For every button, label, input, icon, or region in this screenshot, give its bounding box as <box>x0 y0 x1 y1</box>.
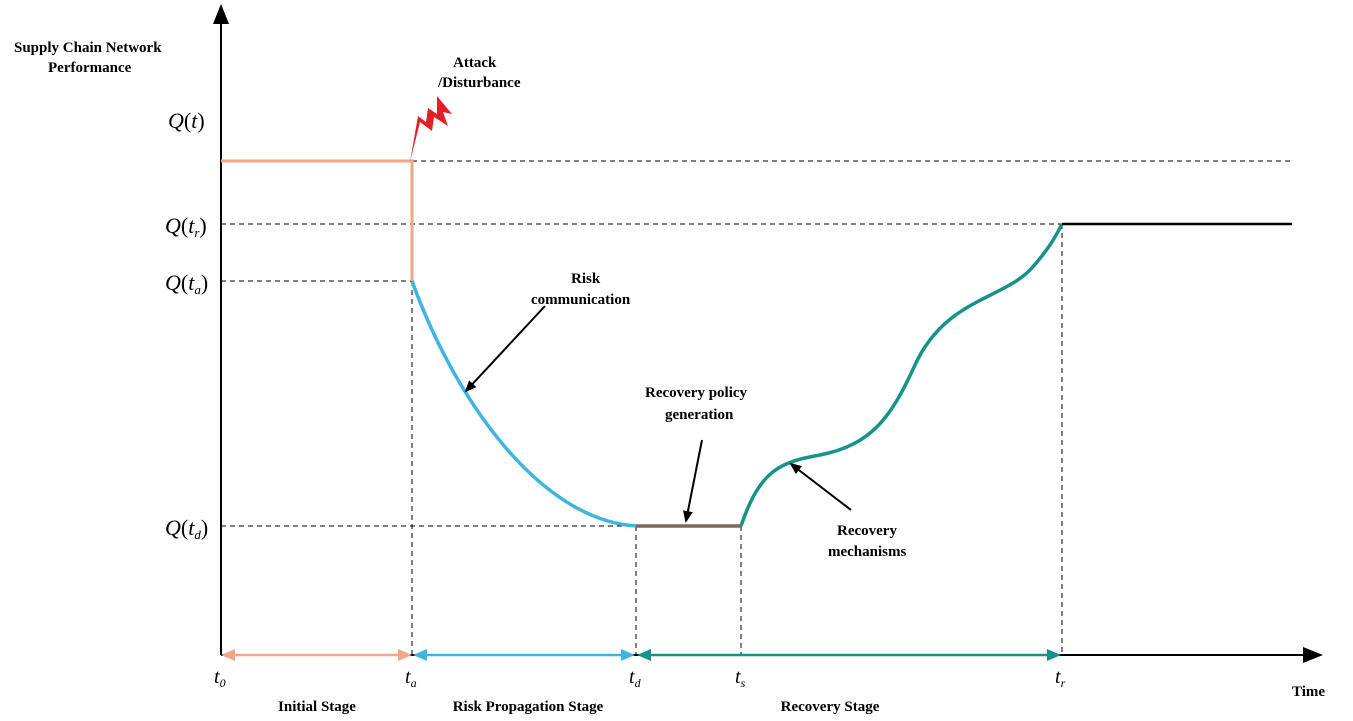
stage-label-initial: Initial Stage <box>278 699 356 715</box>
stage-arrow-propagation-left-head <box>413 649 427 661</box>
risk-communication-line1: Risk <box>571 271 601 287</box>
x-tick-tr: tr <box>1055 666 1066 690</box>
mechanisms-label-line1: Recovery <box>837 523 897 539</box>
curve-initial-stage <box>221 159 414 281</box>
y-axis-label-line1: Supply Chain Network <box>14 40 162 56</box>
stage-arrows <box>221 649 1061 661</box>
stage-arrow-initial-right-head <box>398 649 412 661</box>
stage-arrow-recovery-right-head <box>1047 649 1061 661</box>
x-tick-t0: t0 <box>214 666 226 690</box>
curve-risk-propagation <box>410 280 637 528</box>
x-axis-label: Time <box>1292 684 1325 700</box>
stage-arrow-recovery-left-head <box>637 649 651 661</box>
y-axis-arrow-icon <box>213 4 229 24</box>
policy-label-line1: Recovery policy <box>645 385 748 401</box>
x-tick-td: td <box>629 666 642 690</box>
risk-communication-arrow <box>464 305 546 393</box>
stage-arrow-initial-left-head <box>221 649 235 661</box>
policy-generation-arrow <box>683 439 703 523</box>
x-tick-ts: ts <box>735 666 746 690</box>
curve-recovery <box>739 223 1064 527</box>
attack-label-line2: /Disturbance <box>437 75 521 91</box>
y-axis-label-line2: Performance <box>48 60 132 76</box>
policy-label-line2: generation <box>665 407 734 423</box>
y-level-q-td: Q(td) <box>165 515 208 542</box>
stage-arrow-propagation-right-head <box>621 649 635 661</box>
stage-label-recovery: Recovery Stage <box>781 699 880 715</box>
risk-communication-line2: communication <box>531 292 631 308</box>
y-level-labels: Q(t) Q(tr) Q(ta) Q(td) <box>165 108 208 542</box>
y-level-q-ta: Q(ta) <box>165 270 208 297</box>
lightning-bolt-icon <box>410 96 452 162</box>
y-level-q-tr: Q(tr) <box>165 213 207 240</box>
y-level-q-t: Q(t) <box>168 108 205 133</box>
mechanisms-label-line2: mechanisms <box>828 544 906 560</box>
x-tick-labels: t0 ta td ts tr <box>214 666 1066 690</box>
x-tick-ta: ta <box>405 666 417 690</box>
recovery-mechanisms-arrow <box>789 462 852 511</box>
attack-label-line1: Attack <box>453 55 497 71</box>
x-axis-arrow-icon <box>1303 647 1323 663</box>
stage-label-risk-propagation: Risk Propagation Stage <box>453 699 604 715</box>
